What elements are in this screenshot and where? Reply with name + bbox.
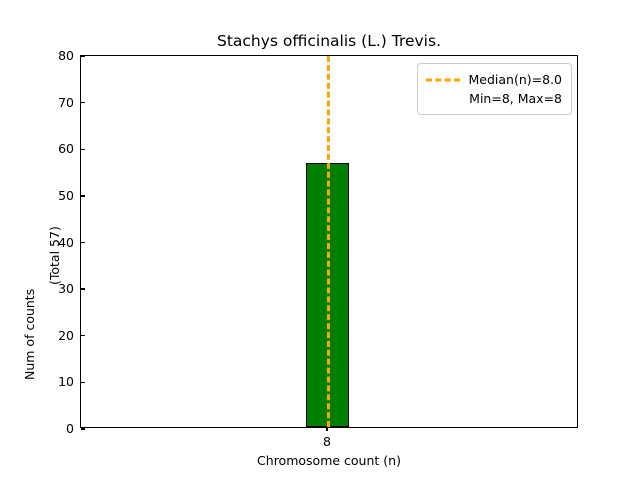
y-tick-mark bbox=[81, 148, 85, 150]
y-tick-label: 40 bbox=[58, 234, 74, 250]
y-tick-label: 80 bbox=[58, 48, 74, 63]
y-tick-mark bbox=[81, 101, 85, 104]
y-tick-mark bbox=[81, 381, 85, 383]
legend-dashed-line-icon bbox=[426, 73, 460, 87]
y-tick-label: 70 bbox=[58, 94, 74, 110]
y-axis-label-total: (Total 57) bbox=[47, 226, 62, 285]
legend-entry-median: Median(n)=8.0 bbox=[426, 70, 563, 89]
y-tick-label: 30 bbox=[58, 281, 74, 297]
y-tick-label: 10 bbox=[58, 374, 74, 390]
y-tick-label: 0 bbox=[66, 421, 74, 436]
median-line bbox=[327, 56, 330, 427]
y-tick-mark bbox=[81, 55, 85, 57]
y-tick-mark bbox=[81, 428, 85, 430]
y-tick-label: 60 bbox=[58, 141, 74, 157]
legend-entry-minmax: Min=8, Max=8 bbox=[426, 89, 562, 108]
y-tick-label: 20 bbox=[58, 327, 74, 343]
y-axis-label: Num of counts bbox=[22, 288, 37, 380]
legend: Median(n)=8.0 Min=8, Max=8 bbox=[416, 63, 572, 115]
x-axis-label: Chromosome count (n) bbox=[257, 453, 401, 468]
legend-label-minmax: Min=8, Max=8 bbox=[469, 91, 562, 106]
y-tick-mark bbox=[81, 241, 85, 244]
y-tick-mark bbox=[81, 195, 85, 197]
y-tick-mark bbox=[81, 335, 85, 337]
plot-area: 0 10 20 30 40 50 60 70 bbox=[58, 48, 578, 449]
legend-label-median: Median(n)=8.0 bbox=[468, 72, 563, 87]
chart-title: Stachys officinalis (L.) Trevis. bbox=[217, 32, 441, 50]
y-tick-label: 50 bbox=[58, 187, 74, 203]
y-tick-mark bbox=[81, 288, 85, 290]
x-tick-mark bbox=[326, 427, 328, 431]
x-tick-label: 8 bbox=[323, 434, 331, 449]
